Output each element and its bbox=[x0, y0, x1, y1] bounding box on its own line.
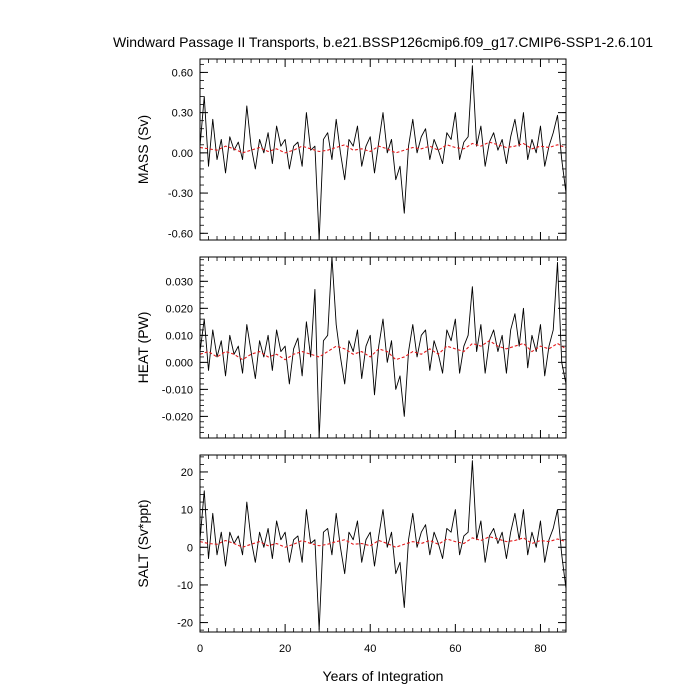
y-tick-label: -10 bbox=[177, 580, 193, 592]
series-group bbox=[200, 460, 566, 631]
series-line-monthly bbox=[200, 460, 566, 631]
y-tick-label: 10 bbox=[181, 505, 193, 517]
y-tick-label: 20 bbox=[181, 467, 193, 479]
panel-2: 0.030 0.020 0.010 0.000 -0.010 -0.020 HEAT (PW… bbox=[135, 256, 567, 439]
y-axis-label: HEAT (PW) bbox=[135, 312, 151, 384]
series-line-smoothed bbox=[200, 141, 566, 154]
x-tick-label: 0 bbox=[197, 643, 203, 655]
y-axis-label: MASS (Sv) bbox=[135, 115, 151, 184]
y-axis-label: SALT (Sv*ppt) bbox=[135, 499, 151, 587]
y-tick-label: 0.60 bbox=[172, 67, 193, 79]
y-tick-label: -0.60 bbox=[168, 228, 193, 240]
x-tick-label: 40 bbox=[364, 643, 376, 655]
series-group bbox=[200, 65, 566, 240]
panel-3: 20 10 0 -10 -20 0 20 40 60 80 SALT (Sv*ppt) bbox=[135, 454, 567, 655]
panels: 0.60 0.30 0.00 -0.30 -0.60 MASS (Sv) 0.030 0.02… bbox=[135, 58, 567, 655]
y-tick-label: -20 bbox=[177, 618, 193, 630]
y-tick-label: 0.000 bbox=[165, 357, 193, 369]
y-tick-label: -0.010 bbox=[162, 384, 193, 396]
plot-frame bbox=[199, 454, 567, 633]
x-tick-label: 80 bbox=[534, 643, 546, 655]
series-line-smoothed bbox=[200, 340, 566, 361]
y-tick-label: 0.010 bbox=[165, 330, 193, 342]
plot-frame bbox=[199, 58, 567, 241]
plot-frame bbox=[199, 256, 567, 439]
series-line-monthly bbox=[200, 257, 566, 438]
y-tick-label: -0.30 bbox=[168, 188, 193, 200]
y-tick-label: 0.30 bbox=[172, 108, 193, 120]
y-tick-label: 0.030 bbox=[165, 276, 193, 288]
chart-title: Windward Passage II Transports, b.e21.BS… bbox=[113, 34, 653, 50]
x-axis-label: Years of Integration bbox=[323, 668, 444, 684]
y-tick-label: -0.020 bbox=[162, 411, 193, 423]
y-tick-label: 0.00 bbox=[172, 148, 193, 160]
panel-1: 0.60 0.30 0.00 -0.30 -0.60 MASS (Sv) bbox=[135, 58, 567, 241]
x-tick-label: 20 bbox=[279, 643, 291, 655]
series-group bbox=[200, 257, 566, 438]
x-tick-label: 60 bbox=[449, 643, 461, 655]
y-tick-label: 0 bbox=[187, 542, 193, 554]
series-line-monthly bbox=[200, 65, 566, 240]
series-line-smoothed bbox=[200, 536, 566, 548]
y-tick-label: 0.020 bbox=[165, 303, 193, 315]
